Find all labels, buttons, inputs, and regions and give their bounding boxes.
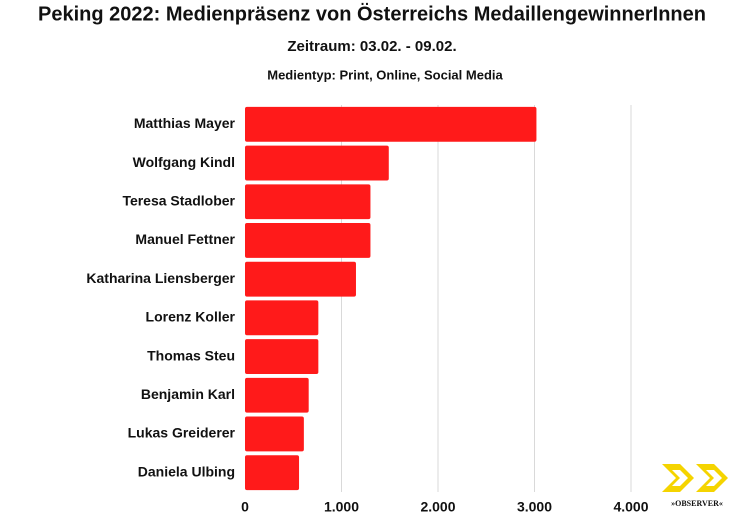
y-tick-label: Teresa Stadlober bbox=[122, 192, 235, 208]
y-tick-label: Wolfgang Kindl bbox=[133, 154, 235, 170]
y-tick-label: Thomas Steu bbox=[147, 347, 235, 363]
y-tick-label: Lukas Greiderer bbox=[128, 425, 236, 441]
bar bbox=[245, 145, 389, 181]
y-tick-label: Katharina Liensberger bbox=[86, 270, 235, 286]
logo-text: »OBSERVER« bbox=[671, 499, 723, 508]
x-tick-label: 2.000 bbox=[420, 499, 455, 515]
bar bbox=[245, 184, 371, 220]
x-tick-label: 1.000 bbox=[324, 499, 359, 515]
bar bbox=[245, 377, 309, 413]
bar bbox=[245, 455, 300, 491]
bar bbox=[245, 261, 356, 297]
logo-chevron bbox=[706, 470, 722, 486]
x-tick-label: 3.000 bbox=[517, 499, 552, 515]
y-tick-label: Lorenz Koller bbox=[146, 309, 236, 325]
logo: »OBSERVER« bbox=[662, 464, 728, 508]
logo-chevron bbox=[662, 464, 694, 492]
bar bbox=[245, 300, 319, 336]
chart-subtitle: Zeitraum: 03.02. - 09.02. bbox=[287, 38, 456, 55]
bar bbox=[245, 416, 304, 452]
y-tick-label: Benjamin Karl bbox=[141, 386, 235, 402]
chart-title: Peking 2022: Medienpräsenz von Österreic… bbox=[38, 2, 706, 25]
logo-chevron bbox=[672, 470, 688, 486]
chart-subtitle: Medientyp: Print, Online, Social Media bbox=[267, 67, 503, 82]
y-tick-label: Daniela Ulbing bbox=[138, 463, 235, 479]
bar bbox=[245, 223, 371, 258]
x-tick-label: 0 bbox=[241, 499, 249, 515]
y-tick-label: Manuel Fettner bbox=[135, 231, 235, 247]
bar bbox=[245, 106, 537, 142]
x-tick-label: 4.000 bbox=[613, 499, 648, 515]
bar bbox=[245, 339, 319, 374]
logo-chevron bbox=[696, 464, 728, 492]
y-tick-label: Matthias Mayer bbox=[134, 115, 236, 131]
